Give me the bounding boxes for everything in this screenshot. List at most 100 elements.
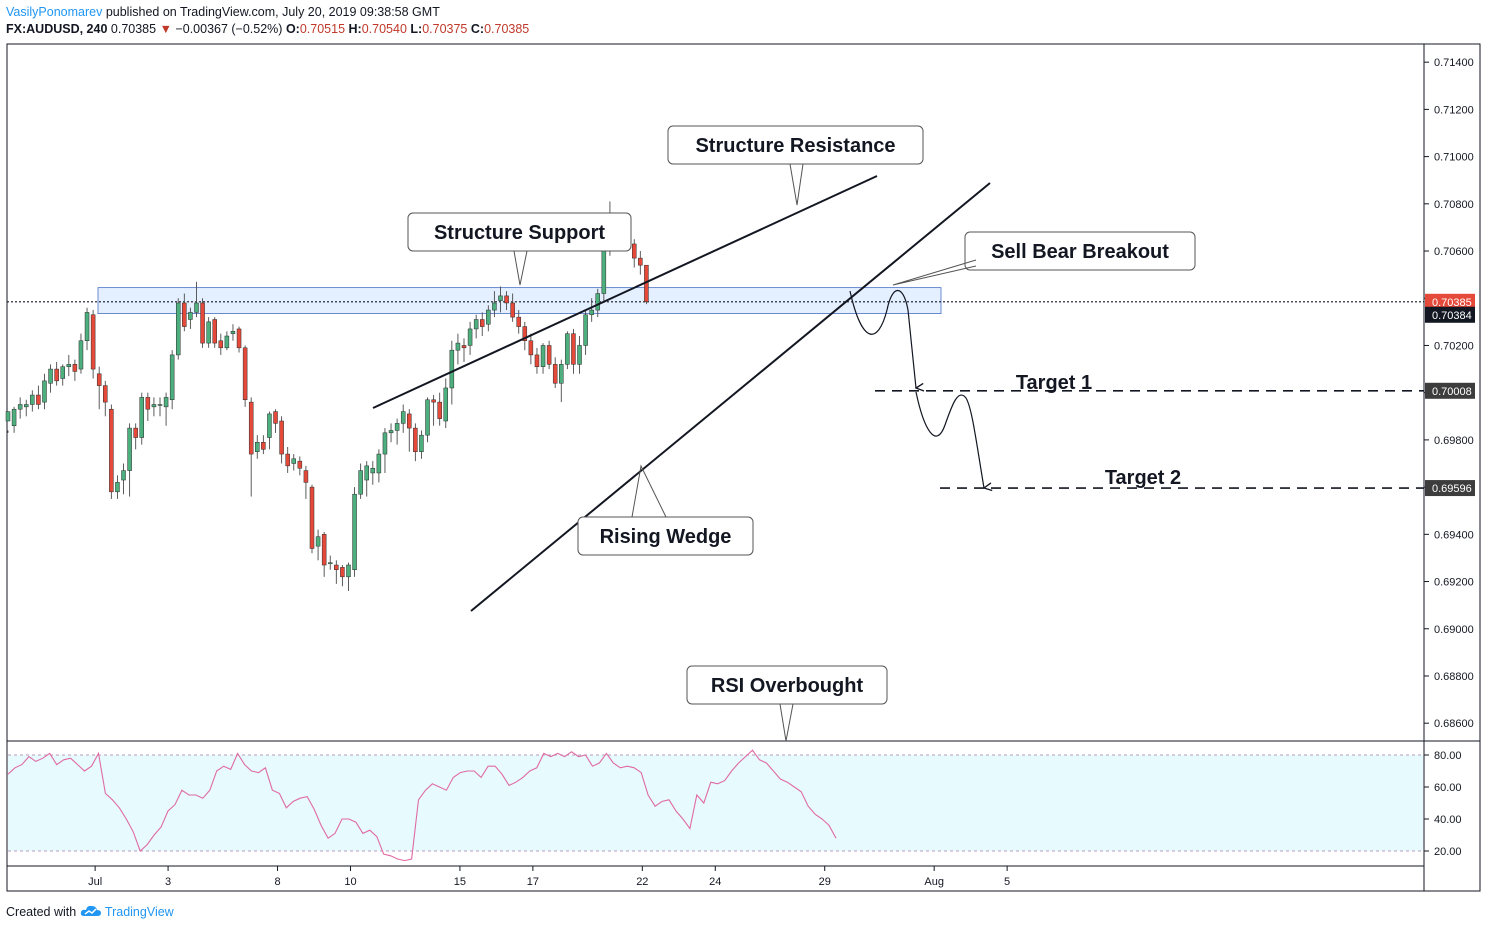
candle-down [261,442,266,450]
candle-up [425,399,430,436]
candle-up [48,368,53,384]
candles [5,201,649,591]
candle-up [589,309,594,316]
sell-bear-breakout-callout-label: Sell Bear Breakout [991,241,1169,263]
y-tick-label: 0.69000 [1434,624,1474,636]
y-tick-label: 0.70800 [1434,199,1474,211]
projection-path-2 [915,391,984,488]
wedge-upper-line [372,175,878,409]
candle-down [54,368,59,382]
structure-support-callout-pointer [513,250,528,286]
high-value: 0.70540 [361,22,407,36]
created-with-label: Created with [6,905,77,919]
symbol-line: FX:AUDUSD, 240 0.70385 ▼ −0.00367 (−0.52… [6,21,529,38]
candle-up [467,328,473,346]
close-label: C: [470,22,485,36]
candle-down [109,408,114,493]
candle-down [103,385,108,403]
tradingview-cloud-icon [80,905,101,916]
candle-up [17,404,23,410]
candle-down [461,345,467,349]
candle-up [473,319,479,330]
candle-down [96,373,102,386]
down-arrow-icon: ▼ [159,22,172,36]
publish-info: published on TradingView.com, July 20, 2… [105,5,440,19]
axis-layer: 0.714000.712000.710000.708000.706000.704… [88,57,1474,888]
candle-up [30,394,35,405]
candle-up [188,312,193,320]
price-badge [1425,382,1475,399]
candle-up [255,442,260,452]
author-link[interactable]: VasilyPonomarev [6,5,103,19]
candle-down [431,399,436,403]
price-badge-label: 0.69596 [1432,483,1472,495]
candle-down [522,326,528,341]
y-tick-label: 0.71200 [1434,104,1474,116]
open-label: O: [285,22,300,36]
price-badge-label: 0.70384 [1432,310,1472,322]
sell-bear-breakout-callout-pointer [892,259,977,286]
candle-up [327,562,333,564]
candle-up [157,404,163,406]
price-badge-label: 0.70385 [1432,297,1472,309]
candle-down [279,420,284,455]
rsi-overbought-callout: RSI Overbought [686,665,888,742]
projection-path-1 [849,290,916,388]
price-chart[interactable]: 80.00 60.00 40.00 20.00 0.71400 0.71200 0.710… [0,0,1487,900]
sell-bear-breakout-callout-box [964,231,1196,271]
candle-up [364,465,369,481]
candle-up [449,349,455,389]
candle-up [315,536,321,547]
low-value: 0.70375 [422,22,468,36]
y-tick-label: 0.69400 [1434,529,1474,541]
drawings: Structure Resistance Structure Support Sel… [372,125,1424,742]
candle-up [291,458,297,464]
x-tick-label: 5 [1004,876,1010,888]
close-value: 0.70385 [484,22,530,36]
candle-down [212,319,217,344]
tradingview-link[interactable]: TradingView [104,905,174,919]
candle-down [36,394,41,405]
candle-up [115,482,120,493]
rsi-band [8,755,1423,851]
rsi-tick-label: 40.00 [1434,814,1462,826]
footer: Created with TradingView [6,904,174,919]
candle-up [419,434,424,452]
rsi-tick-label: 20.00 [1434,846,1462,858]
x-tick-label: 15 [454,876,466,888]
price-badge-label: 0.70008 [1432,386,1472,398]
structure-resistance-callout-pointer [789,163,804,206]
structure-resistance-callout: Structure Resistance [667,125,924,206]
candle-up [78,340,84,370]
x-tick-label: 29 [819,876,831,888]
open-value: 0.70515 [299,22,346,36]
candle-up [498,295,503,301]
structure-support-callout-box [407,212,632,252]
chart-header: VasilyPonomarev published on TradingView… [6,4,529,38]
candle-up [66,364,72,367]
candle-down [437,401,442,419]
candle-down [340,567,345,578]
x-tick-label: 3 [165,876,171,888]
candle-up [559,364,564,384]
rising-wedge-callout-pointer [631,464,667,518]
candle-down [309,486,315,549]
candle-down [72,364,78,372]
candle-up [230,331,236,334]
price-badge [1425,480,1475,497]
candle-up [376,453,382,474]
candle-up [400,411,406,424]
low-label: L: [410,22,423,36]
candle-down [552,364,558,384]
candle-up [370,467,376,474]
rsi-overbought-callout-box [686,665,888,705]
candle-up [352,493,357,570]
candle-down [133,427,138,438]
candle-up [127,427,132,471]
candle-up [23,404,29,408]
structure-resistance-callout-box [667,125,924,165]
candle-up [394,423,400,431]
candle-up [583,314,588,346]
y-tick-label: 0.69800 [1434,435,1474,447]
candle-up [11,408,17,426]
